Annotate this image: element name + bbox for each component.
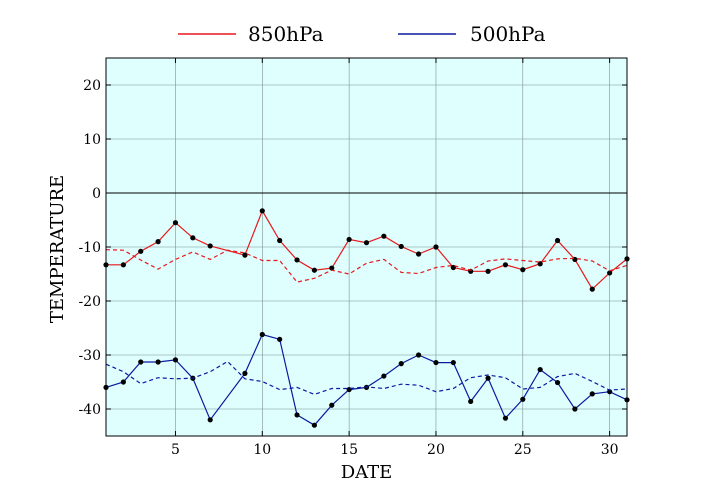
data-point	[416, 251, 422, 257]
data-point	[554, 379, 561, 386]
data-point	[329, 265, 335, 271]
data-point	[450, 359, 456, 366]
data-point	[259, 208, 265, 214]
legend-label-500hpa: 500hPa	[470, 22, 546, 46]
axis-ticks: 5 10 15 20 25 30 20 10 0 -10 -20 -30 -40	[78, 58, 627, 458]
data-point	[398, 361, 404, 367]
data-point	[485, 268, 491, 274]
data-point	[155, 239, 161, 245]
x-tick-label: 25	[514, 442, 532, 458]
data-point	[572, 406, 578, 412]
data-point	[607, 270, 613, 276]
data-point	[277, 237, 283, 244]
series-line-dashed-3	[105, 360, 628, 396]
data-point	[572, 256, 578, 263]
data-point	[311, 267, 317, 273]
data-point	[433, 359, 439, 366]
data-point	[311, 422, 317, 428]
data-point	[259, 331, 265, 338]
data-point	[502, 415, 509, 421]
data-point	[120, 379, 126, 385]
data-point	[172, 357, 179, 363]
data-point	[537, 366, 543, 373]
data-point	[207, 243, 213, 249]
data-point	[172, 220, 179, 226]
data-point	[242, 252, 248, 258]
y-tick-label: -40	[78, 402, 101, 418]
series-line-0	[106, 209, 628, 291]
data-point	[363, 240, 370, 246]
y-tick-label: -20	[78, 294, 101, 310]
data-point	[207, 417, 213, 423]
y-tick-label: -10	[78, 240, 101, 256]
x-tick-label: 5	[171, 442, 180, 458]
data-point	[242, 370, 248, 376]
data-point	[294, 257, 300, 263]
series-layer	[103, 208, 630, 428]
x-tick-label: 30	[601, 442, 619, 458]
data-point	[607, 389, 613, 395]
x-tick-label: 10	[253, 442, 271, 458]
y-tick-label: 10	[83, 132, 101, 148]
y-axis-label: TEMPERATURE	[47, 175, 68, 323]
data-point	[190, 235, 196, 241]
data-point	[554, 237, 561, 244]
data-point	[520, 396, 526, 402]
data-point	[329, 402, 335, 408]
data-point	[381, 233, 387, 239]
data-point	[485, 375, 491, 381]
data-point	[589, 286, 595, 292]
data-point	[589, 391, 595, 397]
x-tick-label: 20	[427, 442, 445, 458]
x-axis-label: DATE	[341, 462, 393, 483]
data-point	[294, 412, 300, 418]
data-point	[346, 236, 352, 243]
data-point	[277, 336, 283, 342]
series-line-1	[105, 333, 628, 426]
x-tick-label: 15	[340, 442, 358, 458]
data-point	[155, 359, 161, 365]
y-tick-label: 0	[92, 186, 101, 202]
data-point	[398, 243, 404, 250]
data-point	[502, 262, 509, 268]
data-point	[381, 373, 387, 379]
data-point	[433, 244, 439, 250]
data-point	[138, 359, 144, 365]
data-point	[416, 352, 422, 358]
y-tick-label: -30	[78, 348, 101, 364]
legend-label-850hpa: 850hPa	[248, 22, 324, 46]
data-point	[520, 267, 526, 273]
legend: 850hPa 500hPa	[178, 22, 546, 46]
data-point	[138, 248, 144, 254]
data-point	[468, 398, 474, 405]
data-point	[120, 262, 126, 268]
y-tick-label: 20	[83, 78, 101, 94]
